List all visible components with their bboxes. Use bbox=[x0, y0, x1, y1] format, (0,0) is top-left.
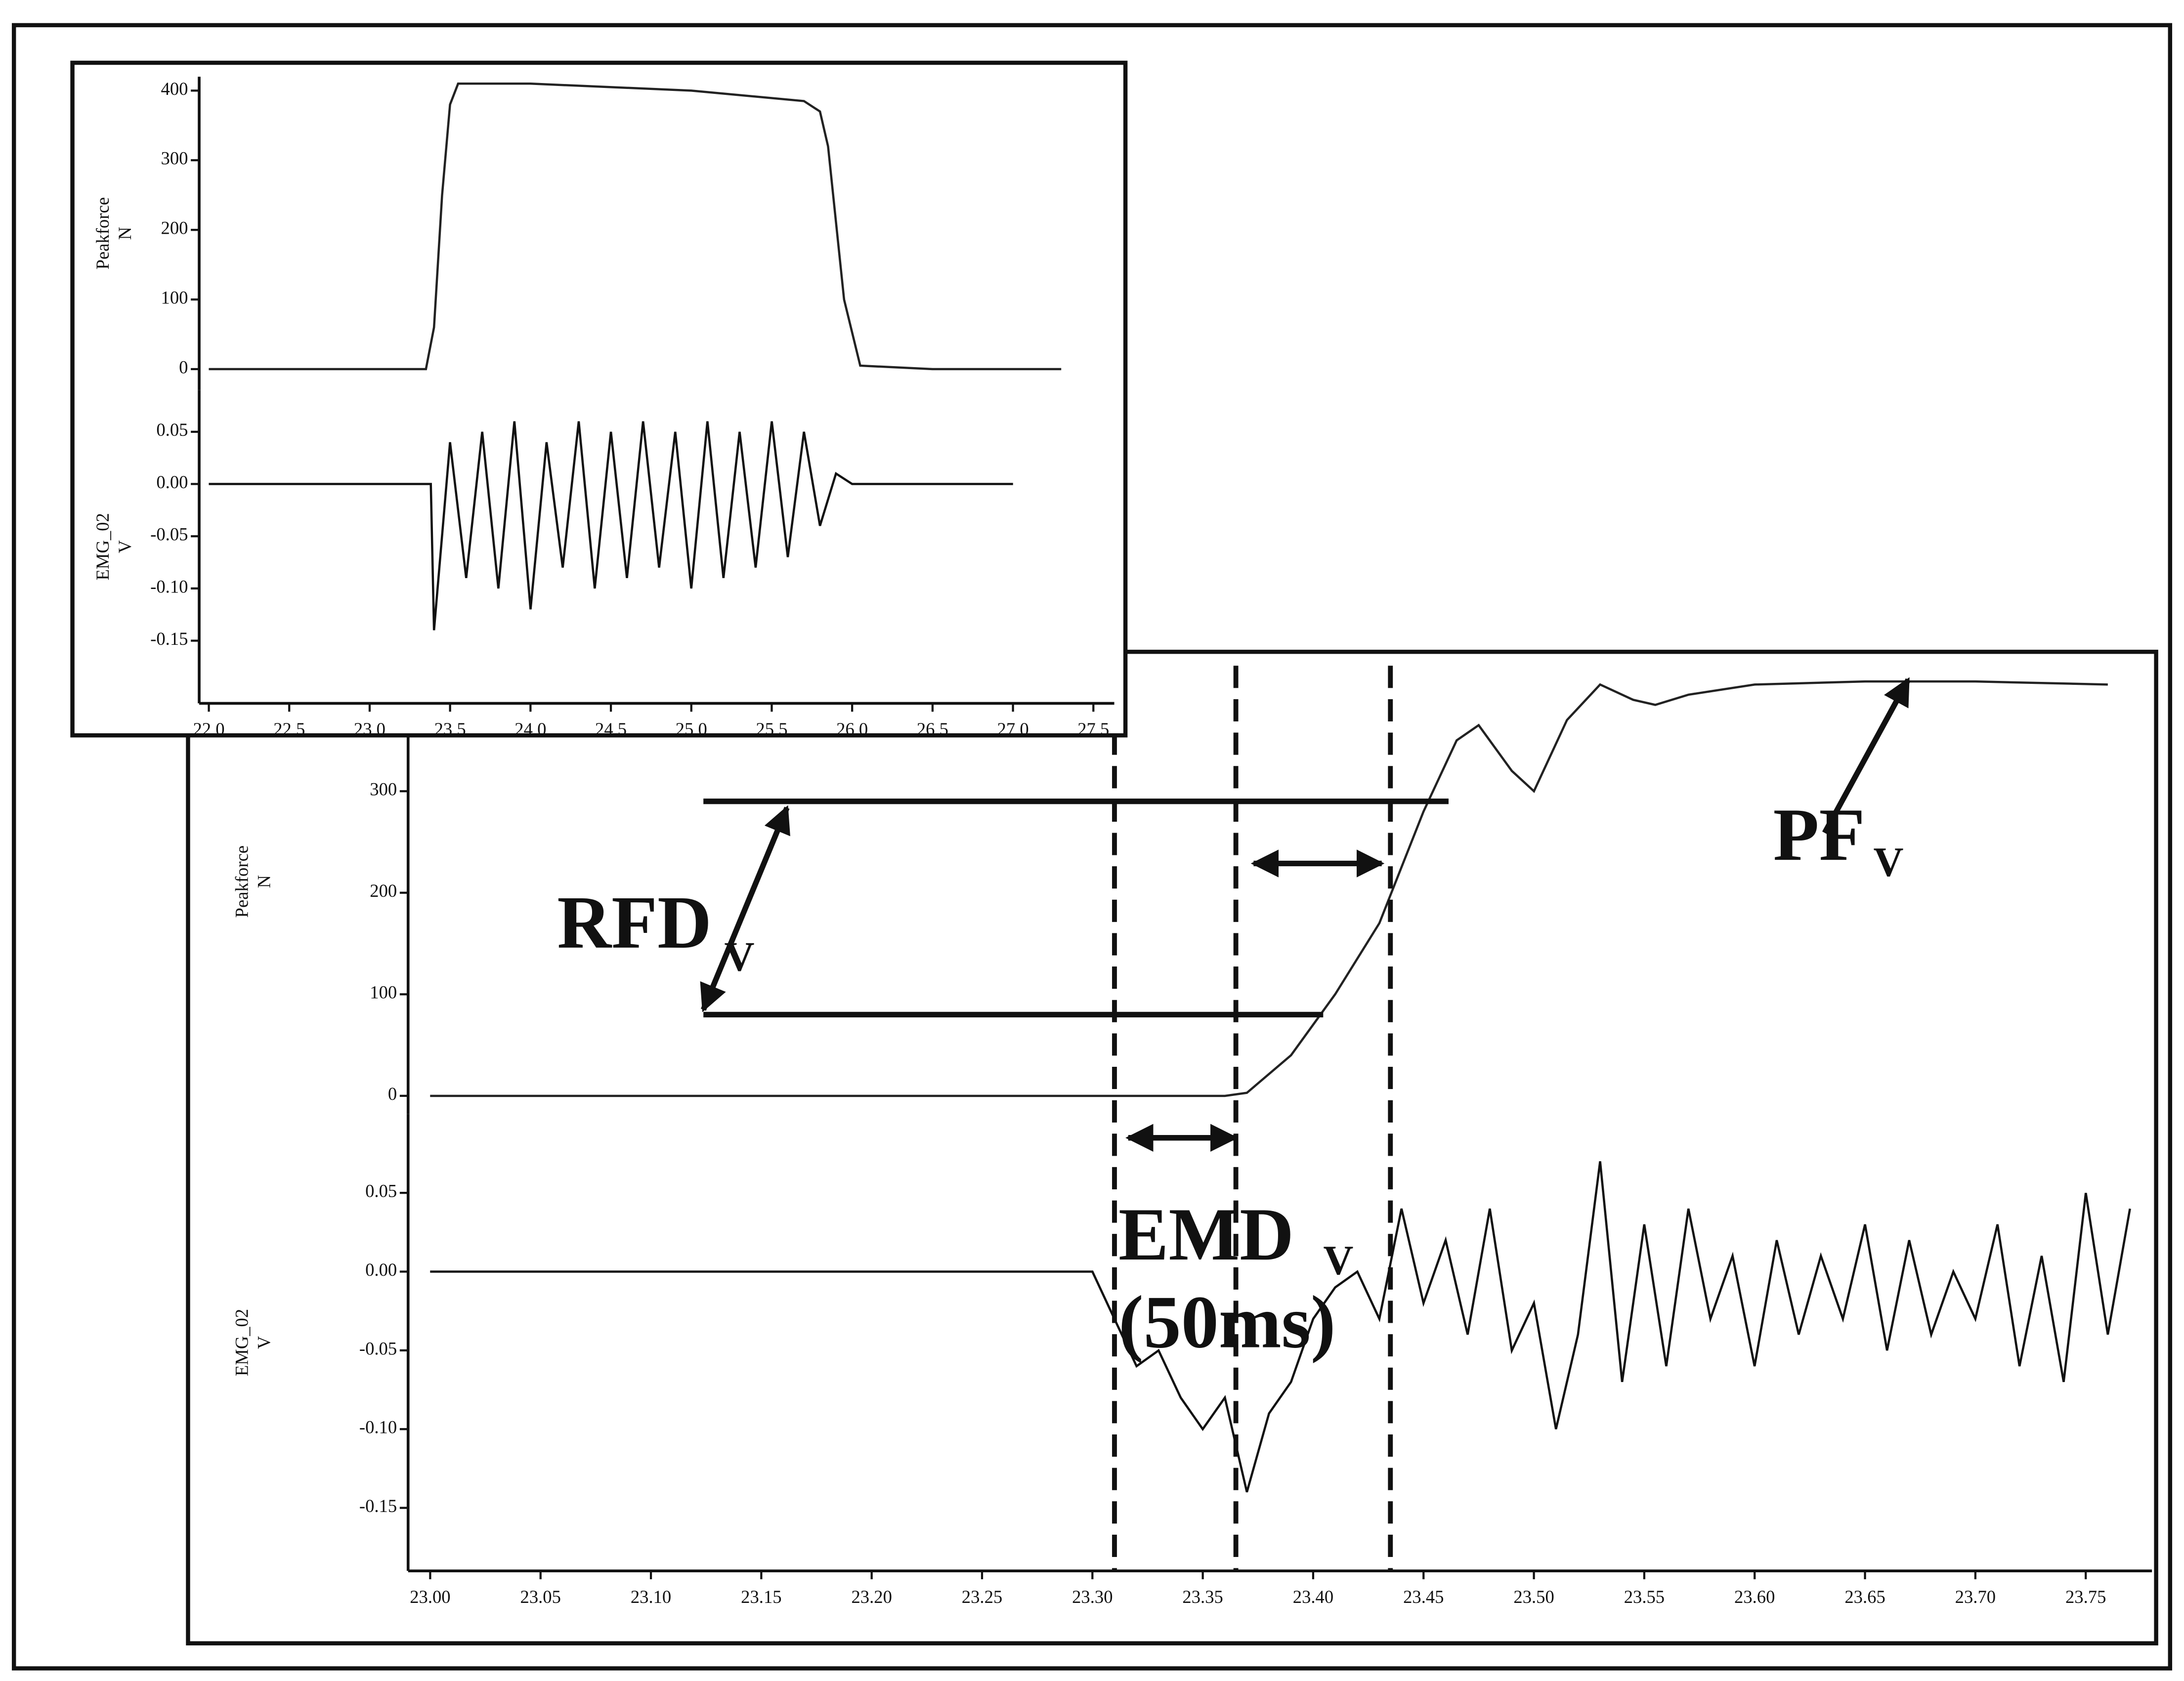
y-tick-label: -0.05 bbox=[359, 1338, 397, 1358]
x-tick-label: 26.0 bbox=[836, 719, 868, 739]
x-tick-label: 25.0 bbox=[676, 719, 707, 739]
y-tick-label: 400 bbox=[161, 79, 188, 99]
x-tick-label: 23.60 bbox=[1734, 1587, 1775, 1607]
x-tick-label: 22.5 bbox=[273, 719, 305, 739]
signal-line bbox=[209, 83, 1062, 371]
x-tick-label: 26.5 bbox=[917, 719, 948, 739]
y-tick-label: -0.15 bbox=[150, 629, 188, 649]
y-tick-label: 0 bbox=[388, 1084, 397, 1104]
x-tick-label: 23.15 bbox=[741, 1587, 781, 1607]
y-tick-label: 0.00 bbox=[156, 472, 188, 492]
x-tick-label: 23.5 bbox=[434, 719, 466, 739]
inset-chart: 0 100 200 300 400 Peakforce N 0.05 0.00 -0.05 -0.1… bbox=[92, 77, 1114, 739]
y-tick-label: -0.10 bbox=[359, 1417, 397, 1437]
x-tick-label: 23.75 bbox=[2065, 1587, 2106, 1607]
x-tick-label: 23.65 bbox=[1844, 1587, 1885, 1607]
main-panel bbox=[186, 649, 2158, 1645]
x-tick-label: 23.50 bbox=[1513, 1587, 1554, 1607]
x-tick-label: 24.5 bbox=[595, 719, 627, 739]
x-tick-label: 23.70 bbox=[1955, 1587, 1996, 1607]
y-tick-label: -0.05 bbox=[150, 524, 188, 545]
y-axis-label: Peakforce bbox=[232, 845, 252, 918]
annotation: V bbox=[1874, 840, 1904, 885]
x-tick-label: 23.10 bbox=[631, 1587, 671, 1607]
x-tick-label: 23.45 bbox=[1403, 1587, 1444, 1607]
y-tick-label: 0.05 bbox=[156, 420, 188, 440]
y-axis-unit: V bbox=[254, 1336, 274, 1349]
x-tick-label: 22.0 bbox=[193, 719, 224, 739]
y-axis-label: EMG_02 bbox=[232, 1309, 252, 1376]
inset-panel bbox=[70, 60, 1128, 738]
x-tick-label: 24.0 bbox=[514, 719, 546, 739]
annotation-arrows bbox=[700, 677, 1911, 1152]
outer-border bbox=[11, 23, 2173, 1671]
x-tick-label: 23.0 bbox=[354, 719, 385, 739]
y-axis-unit: V bbox=[115, 540, 135, 553]
y-axis-unit: N bbox=[254, 875, 274, 888]
y-axis-label: Peakforce bbox=[92, 197, 113, 269]
signal-line bbox=[209, 421, 1013, 630]
y-tick-label: 0.05 bbox=[365, 1181, 397, 1201]
pf-arrow bbox=[1822, 677, 1911, 835]
annotation: PF bbox=[1773, 793, 1865, 876]
rfd-arrow bbox=[700, 805, 790, 1012]
x-tick-label: 23.00 bbox=[410, 1587, 450, 1607]
annotation: V bbox=[724, 934, 754, 980]
annotation: V bbox=[1323, 1238, 1353, 1284]
y-tick-label: 300 bbox=[370, 779, 397, 799]
annotation: (50ms) bbox=[1118, 1280, 1336, 1364]
y-tick-label: 200 bbox=[161, 218, 188, 238]
x-tick-label: 23.30 bbox=[1072, 1587, 1113, 1607]
signal-line bbox=[430, 680, 2108, 1097]
x-tick-label: 27.0 bbox=[997, 719, 1029, 739]
annotation: RFD bbox=[557, 881, 712, 964]
x-tick-label: 27.5 bbox=[1077, 719, 1109, 739]
y-tick-label: 200 bbox=[370, 881, 397, 901]
x-tick-label: 23.55 bbox=[1624, 1587, 1665, 1607]
x-tick-label: 23.25 bbox=[962, 1587, 1002, 1607]
y-axis-label: EMG_02 bbox=[92, 513, 113, 580]
x-tick-label: 23.05 bbox=[520, 1587, 561, 1607]
y-tick-label: 0 bbox=[179, 357, 188, 377]
y-tick-label: -0.10 bbox=[150, 576, 188, 596]
y-tick-label: -0.15 bbox=[359, 1496, 397, 1516]
signal-line bbox=[430, 1161, 2131, 1493]
x-tick-label: 23.35 bbox=[1182, 1587, 1223, 1607]
y-axis-unit: N bbox=[115, 227, 135, 240]
x-tick-label: 23.20 bbox=[851, 1587, 892, 1607]
x-tick-label: 25.5 bbox=[756, 719, 787, 739]
x-tick-label: 23.40 bbox=[1293, 1587, 1333, 1607]
y-tick-label: 100 bbox=[370, 982, 397, 1003]
y-tick-label: 100 bbox=[161, 288, 188, 308]
y-tick-label: 300 bbox=[161, 148, 188, 168]
y-tick-label: 0.00 bbox=[365, 1260, 397, 1280]
annotation: EMD bbox=[1118, 1192, 1294, 1276]
